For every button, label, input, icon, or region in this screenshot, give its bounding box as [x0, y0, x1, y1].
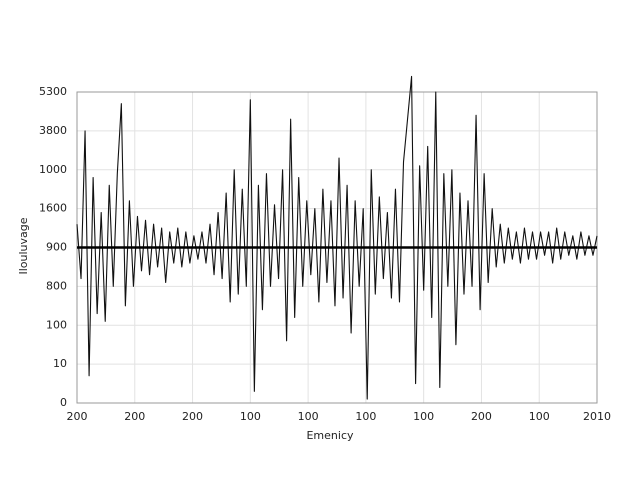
x-tick-label: 100	[529, 410, 550, 423]
x-tick-label: 100	[240, 410, 261, 423]
y-axis-label: Ilouluvage	[17, 217, 30, 274]
x-tick-label: 100	[413, 410, 434, 423]
x-tick-label: 100	[298, 410, 319, 423]
y-tick-label: 3800	[39, 124, 67, 137]
y-tick-label: 0	[60, 396, 67, 409]
y-tick-label: 100	[46, 318, 67, 331]
signal-line	[76, 75, 598, 400]
x-axis-label: Emenicy	[306, 429, 354, 442]
y-tick-label: 800	[46, 279, 67, 292]
x-tick-label: 2010	[583, 410, 611, 423]
y-tick-label: 900	[46, 241, 67, 254]
x-tick-label: 100	[355, 410, 376, 423]
y-tick-label: 1000	[39, 163, 67, 176]
x-tick-label: 200	[471, 410, 492, 423]
x-tick-label: 200	[67, 410, 88, 423]
x-tick-label: 200	[182, 410, 203, 423]
y-tick-label: 1600	[39, 202, 67, 215]
y-tick-label: 10	[53, 357, 67, 370]
y-tick-label: 5300	[39, 85, 67, 98]
x-tick-label: 200	[124, 410, 145, 423]
